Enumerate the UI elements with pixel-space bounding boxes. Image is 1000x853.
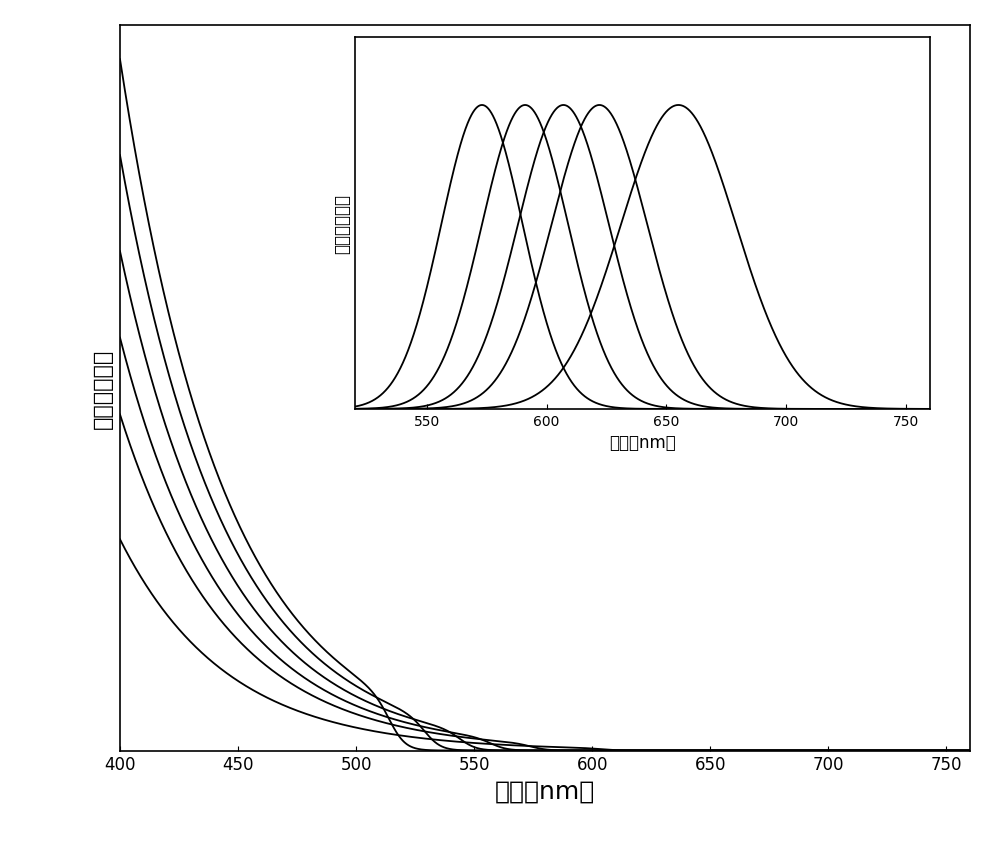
- X-axis label: 波长（nm）: 波长（nm）: [495, 779, 595, 803]
- Y-axis label: 强度（相对）: 强度（相对）: [93, 348, 113, 428]
- Y-axis label: 强度（相对）: 强度（相对）: [333, 194, 351, 254]
- X-axis label: 波长（nm）: 波长（nm）: [609, 434, 676, 452]
